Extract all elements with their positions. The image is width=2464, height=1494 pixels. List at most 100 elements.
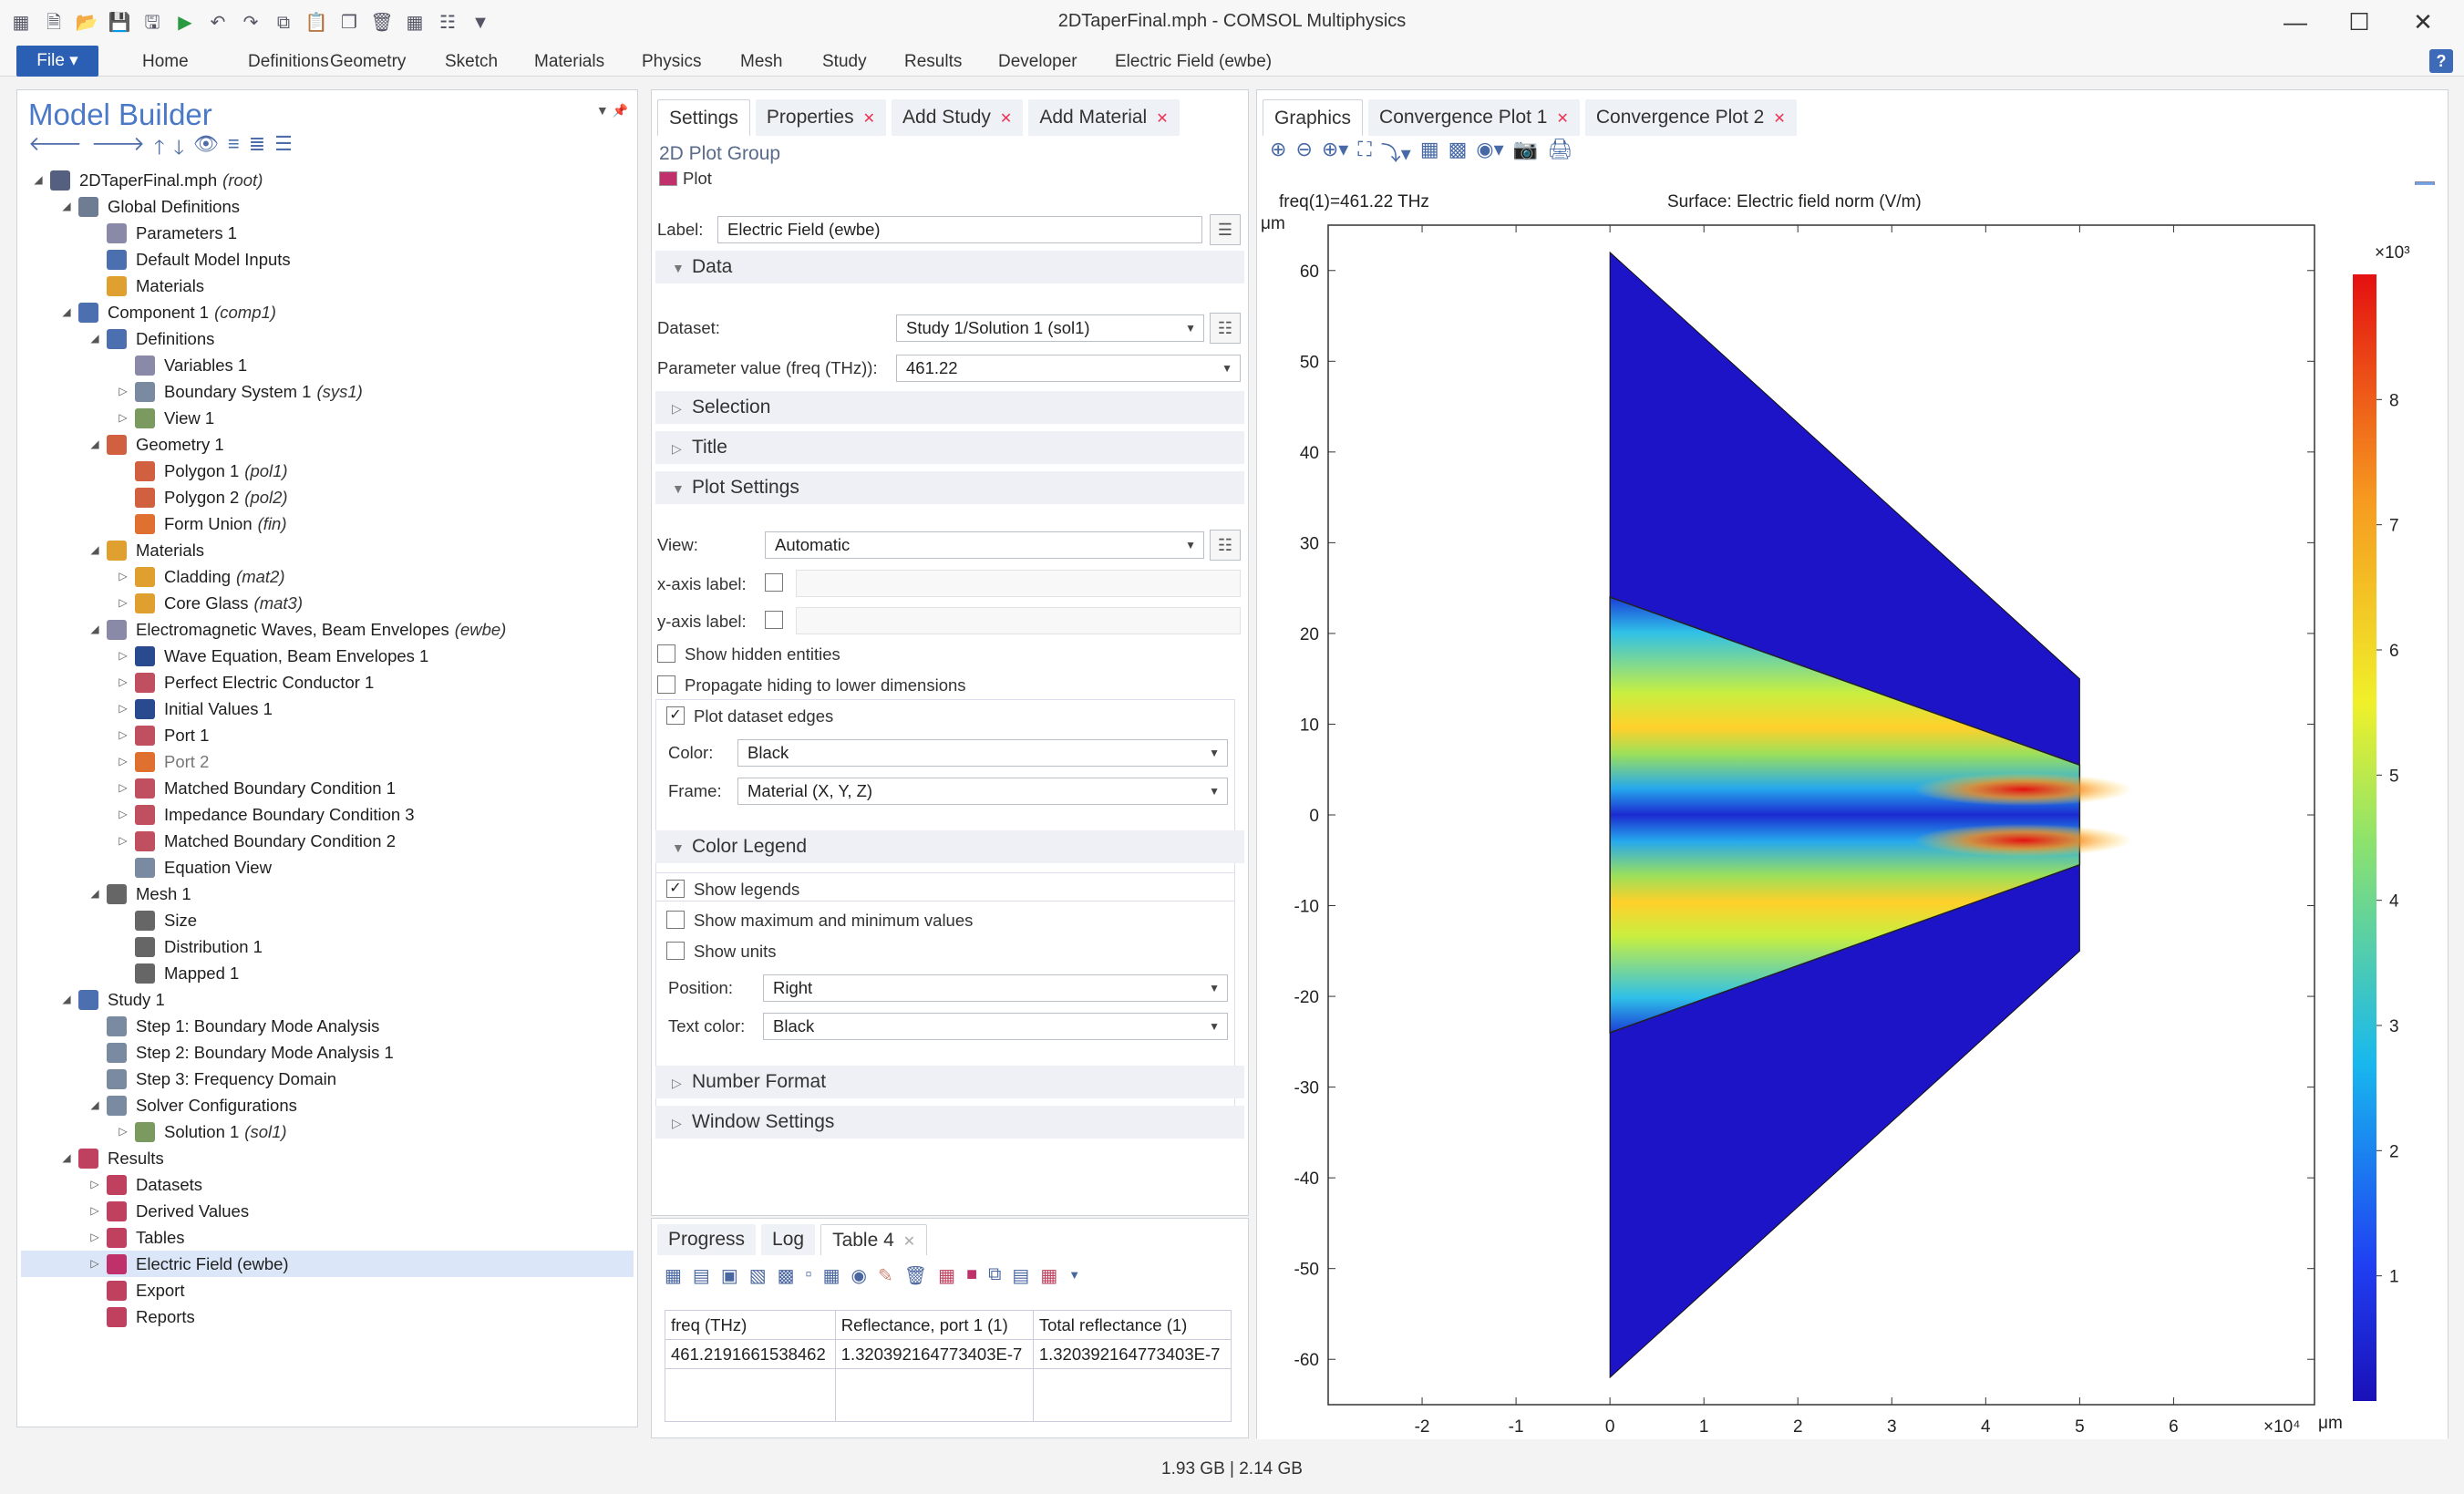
table-row[interactable]: 461.2191661538462 1.320392164773403E-7 1.3…: [665, 1339, 1232, 1369]
close-tab-icon[interactable]: ✕: [999, 111, 1013, 127]
expand-toggle-icon[interactable]: ◢: [90, 438, 99, 450]
frame-select[interactable]: Material (X, Y, Z): [737, 778, 1228, 805]
expand-toggle-icon[interactable]: ◢: [90, 623, 99, 635]
dataset-options-icon[interactable]: ☷: [1210, 313, 1241, 344]
tree-node[interactable]: Materials: [21, 273, 634, 299]
table-globe-icon[interactable]: ◉: [851, 1266, 867, 1286]
expand-toggle-icon[interactable]: ◢: [90, 1098, 99, 1111]
tab-table-4[interactable]: Table 4 ✕: [820, 1224, 928, 1255]
table-grid-icon[interactable]: ▦: [822, 1266, 840, 1286]
electric-field-plot[interactable]: freq(1)=461.22 THz Surface: Electric fiel…: [1257, 185, 2448, 1439]
expand-toggle-icon[interactable]: ▷: [90, 1204, 99, 1217]
expand-toggle-icon[interactable]: ◢: [90, 543, 99, 556]
expand-toggle-icon[interactable]: ▷: [119, 649, 128, 662]
table-plot-icon[interactable]: ▦: [938, 1266, 956, 1286]
tree-node[interactable]: ◢ 2DTaperFinal.mph (root): [21, 167, 634, 193]
axis-orientation-icon[interactable]: ⤵▾: [1380, 142, 1411, 165]
file-menu-button[interactable]: File ▾: [16, 46, 98, 77]
table-scientific-icon[interactable]: ▧: [748, 1266, 767, 1286]
tab-properties[interactable]: Properties ✕: [755, 99, 887, 136]
tree-node[interactable]: ◢ Geometry 1: [21, 431, 634, 458]
ribbon-tab-geometry[interactable]: Geometry: [330, 52, 407, 71]
tree-node[interactable]: ◢ Mesh 1: [21, 881, 634, 907]
open-folder-icon[interactable]: 📂: [75, 13, 98, 33]
tree-node[interactable]: Step 2: Boundary Mode Analysis 1: [21, 1039, 634, 1066]
camera-icon[interactable]: 📷: [1512, 138, 1539, 160]
expand-toggle-icon[interactable]: ▷: [90, 1257, 99, 1270]
tree-node[interactable]: Polygon 1 (pol1): [21, 458, 634, 484]
expand-toggle-icon[interactable]: ◢: [62, 1151, 71, 1164]
tree-node[interactable]: Step 3: Frequency Domain: [21, 1066, 634, 1092]
expand-toggle-icon[interactable]: ▷: [119, 1125, 128, 1138]
tree-node[interactable]: ▷ Tables: [21, 1224, 634, 1251]
tree-node[interactable]: ▷ Wave Equation, Beam Envelopes 1: [21, 643, 634, 669]
tree-node[interactable]: ▷ Cladding (mat2): [21, 563, 634, 590]
expand-toggle-icon[interactable]: ◢: [34, 173, 43, 186]
tree-node[interactable]: ◢ Solver Configurations: [21, 1092, 634, 1118]
expand-toggle-icon[interactable]: ▷: [119, 728, 128, 741]
expand-toggle-icon[interactable]: ▷: [119, 675, 128, 688]
ribbon-tab-materials[interactable]: Materials: [534, 52, 605, 71]
expand-toggle-icon[interactable]: ▷: [90, 1178, 99, 1190]
expand-toggle-icon[interactable]: ▷: [119, 808, 128, 820]
show-units-checkbox[interactable]: [666, 942, 685, 960]
tab-convergence-plot-1[interactable]: Convergence Plot 1 ✕: [1368, 99, 1580, 136]
ribbon-tab-physics[interactable]: Physics: [642, 52, 702, 71]
x-axis-label-input[interactable]: [796, 570, 1241, 597]
tab-progress[interactable]: Progress: [657, 1224, 757, 1255]
move-down-icon[interactable]: 🡓: [173, 136, 184, 159]
expand-toggle-icon[interactable]: ◢: [62, 200, 71, 212]
tree-node[interactable]: Default Model Inputs: [21, 246, 634, 273]
help-icon[interactable]: ?: [2429, 49, 2453, 73]
ribbon-tab-home[interactable]: Home: [142, 52, 189, 71]
section-selection[interactable]: ▷ Selection: [655, 391, 1244, 424]
tree-node[interactable]: Equation View: [21, 854, 634, 881]
windows-dropdown-icon[interactable]: ▼: [471, 13, 490, 33]
ribbon-tab-sketch[interactable]: Sketch: [445, 52, 499, 71]
tree-node[interactable]: ◢ Component 1 (comp1): [21, 299, 634, 325]
propagate-hiding-checkbox[interactable]: [657, 675, 675, 694]
expand-toggle-icon[interactable]: ◢: [90, 332, 99, 345]
expand-icon[interactable]: ≣: [248, 132, 266, 155]
legend-text-color-select[interactable]: Black: [763, 1013, 1228, 1040]
show-hidden-checkbox[interactable]: [657, 644, 675, 663]
tab-add-study[interactable]: Add Study ✕: [892, 99, 1024, 136]
tab-log[interactable]: Log: [761, 1224, 816, 1255]
tree-node[interactable]: ▷ View 1: [21, 405, 634, 431]
close-tab-icon[interactable]: ✕: [862, 111, 876, 127]
tree-node[interactable]: Mapped 1: [21, 960, 634, 986]
expand-toggle-icon[interactable]: ▷: [119, 596, 128, 609]
tree-node[interactable]: ▷ Port 1: [21, 722, 634, 748]
table-color-icon[interactable]: ■: [966, 1264, 978, 1284]
undo-icon[interactable]: ↶: [210, 13, 226, 33]
tab-add-material[interactable]: Add Material ✕: [1028, 99, 1180, 136]
tree-node[interactable]: ▷ Port 2: [21, 748, 634, 775]
expand-toggle-icon[interactable]: ▷: [119, 834, 128, 847]
tree-node[interactable]: Size: [21, 907, 634, 933]
tree-node[interactable]: ◢ Study 1: [21, 986, 634, 1013]
clear-icon[interactable]: ☷: [439, 13, 456, 33]
table-full-precision-icon[interactable]: ▦: [665, 1266, 682, 1286]
table-engineering-icon[interactable]: ▩: [777, 1266, 795, 1286]
ribbon-tab-electric-field-ewbe-[interactable]: Electric Field (ewbe): [1115, 52, 1273, 71]
tree-node[interactable]: ▷ Electric Field (ewbe): [21, 1251, 634, 1277]
table-copy-icon[interactable]: ⧉: [988, 1264, 1002, 1284]
forward-arrow-icon[interactable]: 🡒: [91, 132, 145, 155]
zoom-out-icon[interactable]: ⊖: [1295, 138, 1313, 160]
tree-node[interactable]: Variables 1: [21, 352, 634, 378]
table-export-icon[interactable]: ▤: [1012, 1266, 1030, 1286]
section-number-format[interactable]: ▷ Number Format: [655, 1066, 1244, 1098]
expand-toggle-icon[interactable]: ◢: [62, 305, 71, 318]
scene-light-icon[interactable]: ◉▾: [1476, 138, 1504, 160]
grid-icon[interactable]: ▦: [1419, 138, 1439, 160]
view-options-icon[interactable]: ☷: [1210, 530, 1241, 561]
x-axis-label-checkbox[interactable]: [765, 573, 783, 592]
tree-node[interactable]: Distribution 1: [21, 933, 634, 960]
expand-toggle-icon[interactable]: ▷: [119, 755, 128, 768]
tree-node[interactable]: ▷ Matched Boundary Condition 2: [21, 828, 634, 854]
tab-graphics[interactable]: Graphics: [1263, 99, 1364, 136]
table-dropdown-icon[interactable]: ▼: [1068, 1268, 1081, 1282]
zoom-box-icon[interactable]: ⊕▾: [1321, 138, 1349, 160]
expand-toggle-icon[interactable]: ▷: [119, 411, 128, 424]
tree-node[interactable]: ▷ Boundary System 1 (sys1): [21, 378, 634, 405]
